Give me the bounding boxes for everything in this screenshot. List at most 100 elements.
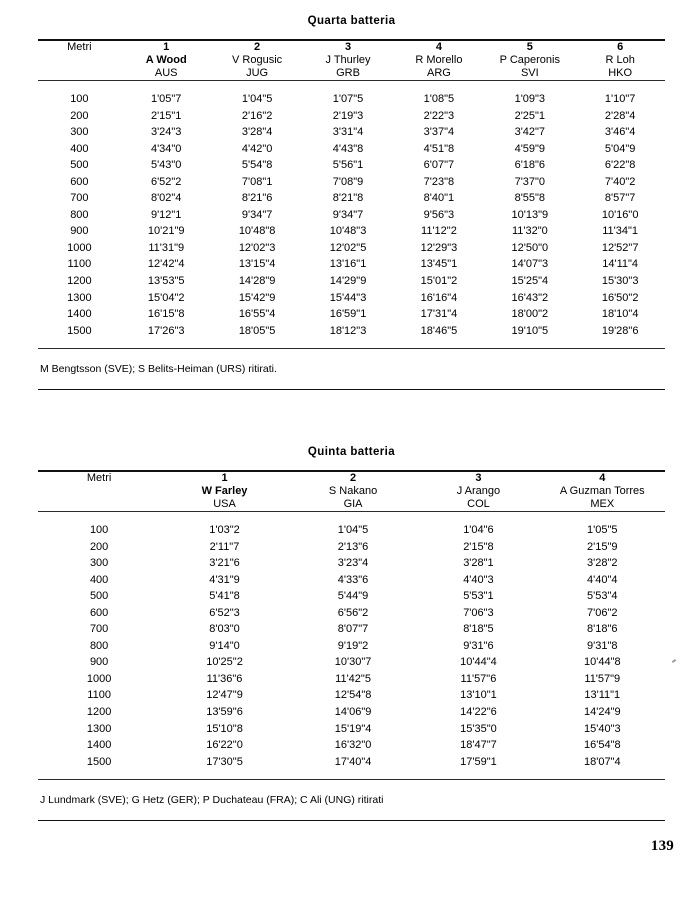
table-row: 600 6'52"3 6'56"2 7'06"3 7'06"2: [38, 605, 665, 622]
time-cell: 8'02"4: [150, 192, 182, 205]
time-cell: 18'47"7: [460, 739, 497, 752]
time-cell: 15'25"4: [511, 275, 549, 288]
time-cell: 11'42"5: [335, 672, 371, 685]
time-cell: 15'35"0: [460, 722, 497, 735]
time-cell: 11'57"6: [460, 672, 497, 685]
distance-cell: 300: [70, 126, 89, 139]
time-cell: 10'44"4: [460, 656, 497, 669]
time-cell: 8'57"7: [604, 192, 636, 205]
time-cell: 2'15"8: [463, 540, 494, 553]
time-cell: 18'46"5: [420, 324, 458, 337]
time-cell: 12'47"9: [206, 689, 243, 702]
rank-label: 5: [526, 41, 533, 53]
spacer-cell: [38, 339, 665, 348]
distance-cell: 100: [89, 524, 109, 536]
time-cell: 16'55"4: [238, 308, 276, 321]
distance-cell: 1000: [86, 672, 112, 685]
rank-label: 1: [221, 472, 228, 484]
time-cell: 12'02"3: [238, 241, 276, 254]
table-row: 900 10'21"9 10'48"8 10'48"3 11'12"2 11'3…: [38, 223, 665, 240]
time-cell: 18'07"4: [583, 755, 621, 768]
distance-cell: 500: [70, 159, 89, 172]
nation-code: SVI: [520, 67, 539, 79]
time-cell: 13'10"1: [460, 689, 497, 702]
table-rule-bottom: [38, 348, 665, 350]
distance-cell: 1200: [86, 706, 112, 719]
swimmer-name: A Guzman Torres: [559, 485, 645, 497]
distance-cell: 1500: [86, 755, 112, 768]
results-block-quinta: Quinta batteria Metri 1 W Farley USA: [38, 445, 665, 822]
time-cell: 5'53"1: [463, 590, 494, 603]
distance-cell: 900: [70, 225, 89, 238]
table-row: 800 9'12"1 9'34"7 9'34"7 9'56"3 10'13"9 …: [38, 207, 665, 224]
time-cell: 1'03"2: [209, 524, 240, 536]
time-cell: 2'22"3: [423, 109, 455, 122]
time-cell: 3'37"4: [423, 126, 455, 139]
nation-code: COL: [467, 498, 490, 510]
table-row: 700 8'02"4 8'21"6 8'21"8 8'40"1 8'55"8 8…: [38, 190, 665, 207]
spacer-row: [38, 81, 665, 91]
table-body: 100 1'03"2 1'04"5 1'04"6 1'05"5 200 2'11…: [38, 512, 665, 779]
distance-cell: 600: [89, 606, 109, 619]
distance-cell: 400: [70, 142, 89, 155]
spacer-cell: [38, 512, 665, 522]
time-cell: 16'15"8: [147, 308, 185, 321]
time-cell: 19'28"6: [601, 324, 639, 337]
time-cell: 9'34"7: [241, 208, 273, 221]
table-rule-top: [38, 39, 665, 41]
distance-cell: 800: [70, 208, 89, 221]
distance-cell: 600: [70, 175, 89, 188]
table-row: 1300 15'10"8 15'19"4 15'35"0 15'40"3: [38, 721, 665, 738]
time-cell: 16'32"0: [334, 739, 372, 752]
swimmer-name: W Farley: [201, 485, 248, 497]
time-cell: 3'46"4: [604, 126, 636, 139]
scan-artifact-speck: [671, 659, 677, 663]
time-cell: 8'07"7: [337, 623, 369, 636]
time-cell: 17'31"4: [420, 308, 458, 321]
table-rule-middle: [38, 80, 665, 81]
time-cell: 14'11"4: [602, 258, 639, 271]
time-cell: 2'13"6: [337, 540, 369, 553]
table-row: 1500 17'30"5 17'40"4 17'59"1 18'07"4: [38, 754, 665, 771]
column-header-lane-2: 2 S Nakano GIA: [289, 472, 418, 511]
time-cell: 12'42"4: [147, 258, 185, 271]
column-header-lane-5: 5 P Caperonis SVI: [484, 41, 575, 80]
time-cell: 4'59"9: [514, 142, 546, 155]
time-cell: 10'25"2: [206, 656, 243, 669]
time-cell: 1'07"5: [332, 93, 364, 105]
time-cell: 10'13"9: [511, 208, 549, 221]
time-cell: 7'06"3: [463, 606, 494, 619]
table-row: 400 4'34"0 4'42"0 4'43"8 4'51"8 4'59"9 5…: [38, 141, 665, 158]
swimmer-name: R Morello: [415, 54, 463, 66]
time-cell: 6'52"2: [150, 175, 182, 188]
table-row: 900 10'25"2 10'30"7 10'44"4 10'44"8: [38, 654, 665, 671]
table-row: 1200 13'53"5 14'28"9 14'29"9 15'01"2 15'…: [38, 273, 665, 290]
results-body-quarta: 100 1'05"7 1'04"5 1'07"5 1'08"5 1'09"3 1…: [38, 81, 665, 348]
time-cell: 18'10"4: [601, 308, 639, 321]
time-cell: 8'18"6: [587, 623, 618, 636]
time-cell: 16'59"1: [329, 308, 367, 321]
time-cell: 7'06"2: [587, 606, 618, 619]
column-header-metri: Metri: [86, 472, 112, 484]
time-cell: 8'40"1: [423, 192, 455, 205]
time-cell: 10'16"0: [601, 208, 639, 221]
time-cell: 14'06"9: [334, 706, 372, 719]
nation-code: AUS: [154, 67, 178, 79]
time-cell: 3'24"3: [150, 126, 182, 139]
time-cell: 14'28"9: [238, 275, 276, 288]
table-rule-top: [38, 470, 665, 472]
time-cell: 14'24"9: [583, 706, 621, 719]
time-cell: 5'41"8: [209, 590, 240, 603]
time-cell: 2'15"1: [150, 109, 182, 122]
distance-cell: 400: [89, 573, 109, 586]
time-cell: 4'34"0: [150, 142, 182, 155]
rank-label: 1: [163, 41, 170, 53]
time-cell: 5'54"8: [241, 159, 273, 172]
time-cell: 11'34"1: [602, 225, 639, 238]
results-body-quinta: 100 1'03"2 1'04"5 1'04"6 1'05"5 200 2'11…: [38, 512, 665, 779]
swimmer-name: V Rogusic: [232, 54, 283, 66]
time-cell: 5'44"9: [337, 590, 369, 603]
time-cell: 15'44"3: [329, 291, 367, 304]
table-row: 100 1'03"2 1'04"5 1'04"6 1'05"5: [38, 522, 665, 539]
time-cell: 1'05"5: [587, 524, 618, 536]
